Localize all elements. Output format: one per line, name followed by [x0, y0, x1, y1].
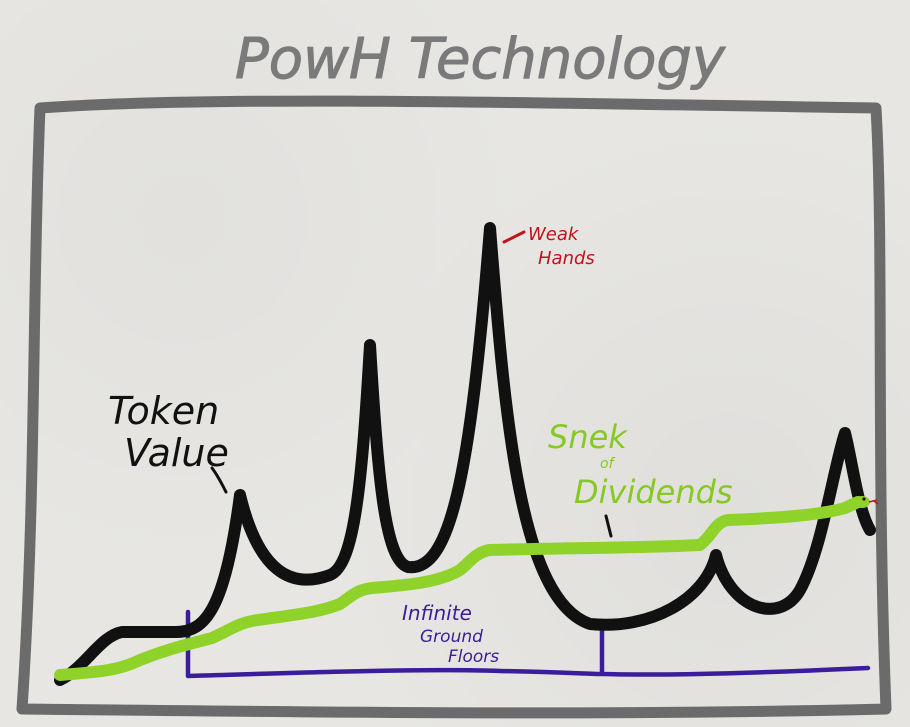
floors-label-line3: Floors	[448, 647, 499, 667]
snek-head	[854, 496, 870, 508]
token-value-pointer	[210, 466, 228, 494]
snek-tongue	[868, 499, 879, 505]
snek-pointer	[604, 514, 613, 538]
weak-hands-pointer	[502, 230, 526, 244]
token-value-label-line1: Token	[108, 389, 219, 433]
weak-hands-label-line1: Weak	[528, 224, 580, 245]
token-value-line	[54, 222, 876, 686]
frame-border	[16, 95, 892, 719]
snek-label-line1: Snek	[548, 418, 628, 456]
ground-floor-line	[185, 609, 871, 679]
floors-label-line2: Ground	[420, 627, 483, 647]
floors-label-line1: Infinite	[402, 601, 472, 625]
snek-eye	[862, 497, 866, 501]
diagram-title: PowH Technology	[235, 27, 726, 92]
snek-label-line2: of	[600, 456, 616, 472]
snek-line	[54, 496, 864, 681]
weak-hands-label-line2: Hands	[538, 248, 595, 269]
snek-label-line3: Dividends	[574, 473, 733, 511]
